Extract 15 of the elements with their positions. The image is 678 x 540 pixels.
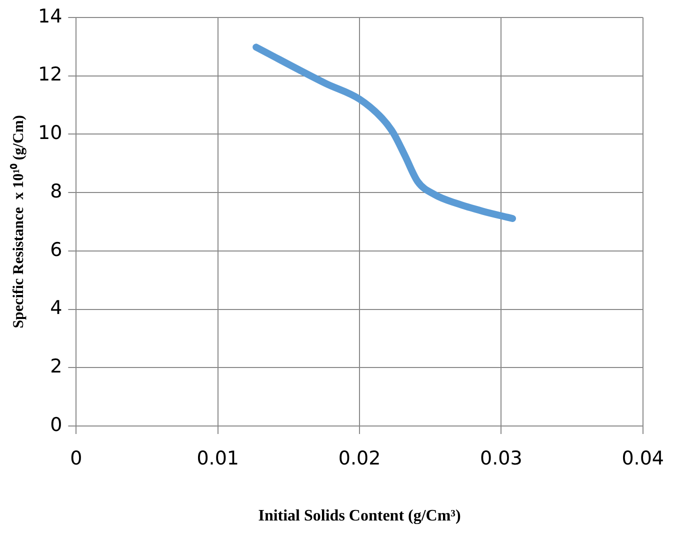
y-tick-label: 12 — [38, 64, 62, 86]
y-tick-label: 6 — [50, 238, 62, 261]
x-tick-label: 0.04 — [622, 447, 664, 470]
y-tick-label: 14 — [38, 5, 62, 28]
x-axis-title: Initial Solids Content (g/Cm³) — [258, 508, 461, 525]
y-axis-title: Specific Resistance x 10¹⁰ (g/Cm) — [8, 115, 27, 328]
y-tick-label: 4 — [50, 297, 62, 320]
y-tick-label: 10 — [38, 122, 62, 144]
y-tick-label: 0 — [50, 414, 62, 436]
x-tick-label: 0.02 — [338, 447, 381, 470]
y-tick-label: 8 — [50, 180, 62, 202]
x-tick-label: 0.03 — [480, 447, 522, 470]
x-tick-label: 0.01 — [196, 447, 239, 470]
x-tick-label: 0 — [70, 447, 82, 470]
y-tick-label: 2 — [50, 356, 62, 378]
